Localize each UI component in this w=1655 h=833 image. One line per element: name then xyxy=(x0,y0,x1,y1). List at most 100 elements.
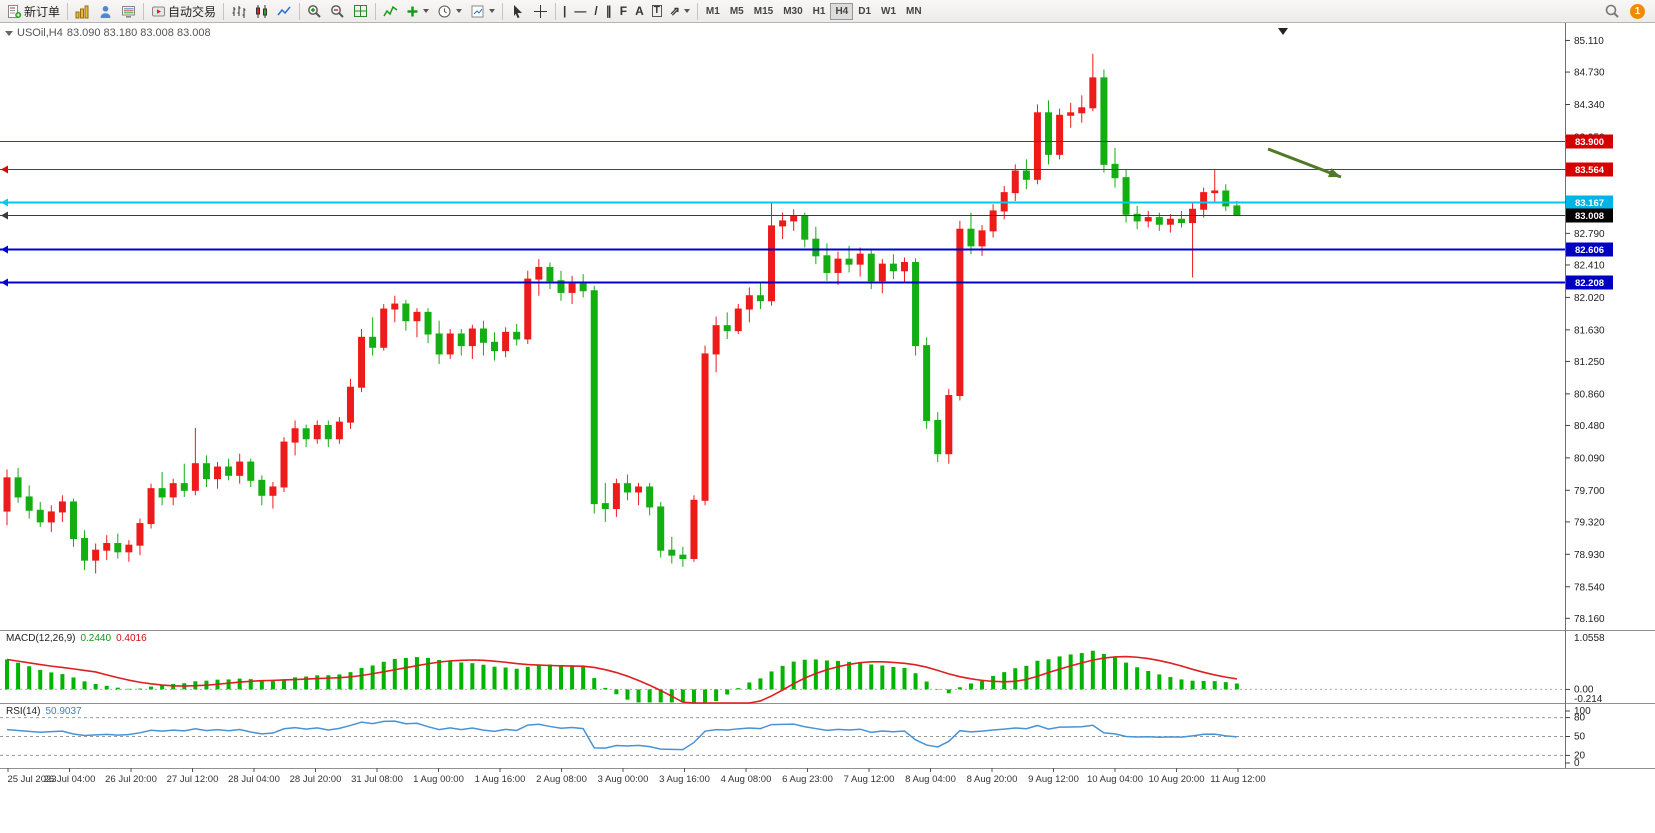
timeframe-button-M15[interactable]: M15 xyxy=(753,5,774,17)
chart-collapse-icon[interactable] xyxy=(5,30,13,36)
candle-body xyxy=(978,230,986,247)
time-tick-label: 6 Aug 23:00 xyxy=(782,774,833,785)
timeframe-button-M1[interactable]: M1 xyxy=(705,5,720,17)
market-watch-icon xyxy=(75,5,89,18)
time-tick-label: 27 Jul 12:00 xyxy=(167,774,219,785)
timeframe-button-H4[interactable]: H4 xyxy=(830,2,854,20)
candle-body xyxy=(14,477,22,498)
line-chart-icon xyxy=(277,6,291,15)
candle-body xyxy=(269,486,277,496)
scroll-to-end-marker[interactable] xyxy=(1278,28,1288,35)
navigator-button[interactable] xyxy=(94,0,117,22)
candle-body xyxy=(1177,218,1185,224)
candle-body xyxy=(867,253,875,282)
price-tick-label: 82.410 xyxy=(1574,260,1605,271)
cursor-button[interactable] xyxy=(506,0,529,22)
level-left-marker xyxy=(1,211,8,220)
channel-tool-button[interactable]: ∥ xyxy=(602,0,616,22)
candle-body xyxy=(202,463,210,480)
vertical-line-icon: | xyxy=(563,4,567,18)
price-level-badge-label: 83.564 xyxy=(1575,165,1605,176)
candle-body xyxy=(1089,77,1097,109)
shapes-icon: ⇗ xyxy=(669,4,680,18)
candle-body xyxy=(258,479,266,496)
trend-arrow-annotation[interactable] xyxy=(1267,147,1342,179)
candle-body xyxy=(590,290,598,505)
add-indicator-button[interactable] xyxy=(402,0,433,22)
candle-body xyxy=(690,499,698,559)
crosshair-button[interactable] xyxy=(529,0,552,22)
notification-badge[interactable]: 1 xyxy=(1630,3,1645,19)
macd-indicator-label: MACD(12,26,9) 0.2440 0.4016 xyxy=(6,633,147,644)
candle-body xyxy=(457,333,465,347)
shapes-tool-button[interactable]: ⇗ xyxy=(666,0,694,22)
candle-body xyxy=(1045,112,1053,155)
candle-body xyxy=(169,483,177,498)
channel-icon: ∥ xyxy=(605,4,612,18)
toolbar-divider xyxy=(223,2,225,20)
timeframe-button-MN[interactable]: MN xyxy=(906,5,922,17)
candle-body xyxy=(335,421,343,440)
candle-body xyxy=(358,336,366,388)
candle-body xyxy=(834,258,842,273)
candle-body xyxy=(756,295,764,302)
new-order-button[interactable]: 新订单 xyxy=(3,0,64,22)
candle-body xyxy=(912,261,920,347)
toolbar-divider xyxy=(555,2,557,20)
candle-body xyxy=(546,266,554,282)
market-watch-button[interactable] xyxy=(71,0,94,22)
timeframe-button-W1[interactable]: W1 xyxy=(881,5,897,17)
trendline-tool-button[interactable]: / xyxy=(590,0,601,22)
timeframe-button-D1[interactable]: D1 xyxy=(858,5,872,17)
horizontal-line-icon: — xyxy=(574,4,587,18)
zoom-out-button[interactable] xyxy=(326,0,349,22)
main-chart-plot[interactable] xyxy=(0,23,1565,630)
time-tick-label: 1 Aug 16:00 xyxy=(475,774,526,785)
candle-body xyxy=(280,441,288,488)
chart-candles-button[interactable] xyxy=(250,0,273,22)
vertical-line-tool-button[interactable]: | xyxy=(559,0,570,22)
timeframe-button-H1[interactable]: H1 xyxy=(812,5,826,17)
timeframe-button-M5[interactable]: M5 xyxy=(729,5,744,17)
time-tick-label: 7 Aug 12:00 xyxy=(844,774,895,785)
search-button[interactable] xyxy=(1600,0,1624,22)
chart-line-button[interactable] xyxy=(273,0,296,22)
auto-trading-button[interactable]: 自动交易 xyxy=(147,0,220,22)
time-axis[interactable] xyxy=(0,768,1565,788)
label-tool-button[interactable]: T xyxy=(648,0,666,22)
tile-windows-icon xyxy=(354,4,368,17)
horizontal-line-tool-button[interactable]: — xyxy=(570,0,590,22)
rsi-value: 50.9037 xyxy=(45,706,82,717)
fibonacci-tool-button[interactable]: F xyxy=(616,0,631,22)
price-tick-label: 82.790 xyxy=(1574,229,1605,240)
crosshair-icon xyxy=(534,4,548,18)
rsi-name: RSI(14) xyxy=(6,706,41,717)
terminal-button[interactable] xyxy=(117,0,140,22)
candle-body xyxy=(1200,192,1208,210)
time-tick-label: 31 Jul 08:00 xyxy=(351,774,403,785)
candle-body xyxy=(1100,77,1108,165)
toolbar-divider xyxy=(299,2,301,20)
candle-body xyxy=(413,311,421,322)
chart-bars-button[interactable] xyxy=(227,0,250,22)
timeframe-button-M30[interactable]: M30 xyxy=(783,5,803,17)
time-tick-label: 28 Jul 04:00 xyxy=(228,774,280,785)
candle-body xyxy=(1155,217,1163,225)
chevron-down-icon xyxy=(456,9,463,13)
toolbar-divider xyxy=(143,2,145,20)
price-tick-label: 79.320 xyxy=(1574,517,1605,528)
text-tool-button[interactable]: A xyxy=(631,0,648,22)
zoom-in-button[interactable] xyxy=(303,0,326,22)
candle-body xyxy=(25,496,33,511)
auto-trading-label: 自动交易 xyxy=(168,4,217,19)
candle-body xyxy=(1122,177,1130,215)
level-left-marker xyxy=(1,165,8,174)
cursor-icon xyxy=(514,4,523,18)
candle-body xyxy=(1233,205,1241,216)
indicators-button[interactable] xyxy=(379,0,402,22)
templates-button[interactable] xyxy=(466,0,499,22)
candle-body xyxy=(247,461,255,481)
periods-button[interactable] xyxy=(433,0,466,22)
tile-windows-button[interactable] xyxy=(349,0,372,22)
